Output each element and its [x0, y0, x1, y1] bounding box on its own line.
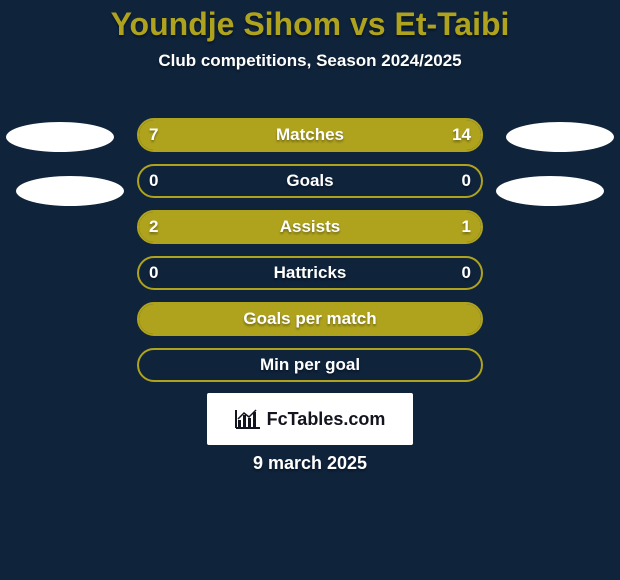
stat-row: Hattricks0 0 — [137, 256, 483, 290]
stat-row: Matches7 14 — [137, 118, 483, 152]
source-logo: FcTables.com — [207, 393, 413, 445]
source-logo-text: FcTables.com — [267, 409, 386, 430]
stat-label: Min per goal — [137, 348, 483, 382]
stat-label: Assists — [137, 210, 483, 244]
stat-right-value: 14 — [452, 118, 471, 152]
stat-label: Hattricks — [137, 256, 483, 290]
stat-label: Goals — [137, 164, 483, 198]
stat-right-value: 0 — [462, 256, 471, 290]
stat-row: Goals0 0 — [137, 164, 483, 198]
stat-row: Assists2 1 — [137, 210, 483, 244]
stat-right-value: 0 — [462, 164, 471, 198]
stat-row: Goals per match — [137, 302, 483, 336]
comparison-infographic: Youndje Sihom vs Et-Taibi Club competiti… — [0, 0, 620, 580]
chart-icon — [235, 409, 261, 429]
page-title: Youndje Sihom vs Et-Taibi — [0, 0, 620, 43]
stat-left-value: 2 — [149, 210, 158, 244]
stats-area: Matches714Goals00Assists21Hattricks00Goa… — [0, 118, 620, 394]
stat-left-value: 0 — [149, 256, 158, 290]
stat-left-value: 0 — [149, 164, 158, 198]
subtitle: Club competitions, Season 2024/2025 — [0, 51, 620, 71]
stat-label: Goals per match — [137, 302, 483, 336]
stat-label: Matches — [137, 118, 483, 152]
stat-row: Min per goal — [137, 348, 483, 382]
infographic-date: 9 march 2025 — [0, 453, 620, 474]
stat-left-value: 7 — [149, 118, 158, 152]
stat-right-value: 1 — [462, 210, 471, 244]
